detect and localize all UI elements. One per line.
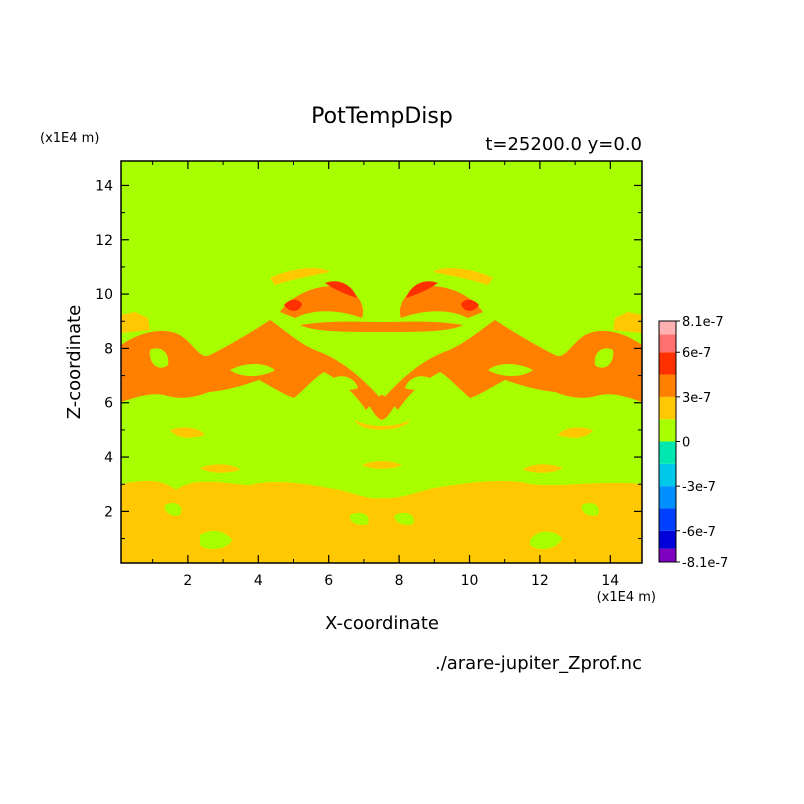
region-band-hole	[149, 348, 169, 368]
region-band-hole	[594, 348, 614, 368]
source-file-label: ./arare-jupiter_Zprof.nc	[435, 653, 642, 674]
plot-frame	[120, 160, 643, 564]
y-axis: 2 4 6 8 10 12 14	[95, 178, 642, 540]
region-yellow-streak	[613, 312, 642, 333]
colorbar-tick-label: -8.1e-7	[682, 556, 728, 571]
colorbar-swatch	[659, 441, 676, 464]
y-tick-label: 12	[95, 233, 113, 249]
colorbar-swatch	[659, 530, 676, 549]
colorbar-tick-label: -3e-7	[682, 480, 716, 495]
region-orange-arc	[300, 321, 463, 332]
region-yellow-streak	[170, 427, 205, 438]
region-lower-spot	[394, 512, 414, 525]
x-axis: 2 4 6 8 10 12 14	[152, 161, 619, 589]
y-tick-label: 4	[104, 450, 113, 466]
region-band-hole	[405, 376, 433, 390]
y-tick-label: 14	[95, 178, 113, 194]
colorbar-swatch	[659, 486, 676, 509]
colorbar-tick-label: 6e-7	[682, 346, 711, 361]
x-tick-label: 6	[324, 573, 333, 589]
y-tick-label: 8	[104, 341, 113, 357]
x-tick-label: 2	[183, 573, 192, 589]
region-yellow-streak	[355, 420, 410, 430]
x-unit-label: (x1E4 m)	[597, 590, 656, 605]
region-red-patch	[325, 281, 357, 298]
colorbar-tick-label: 3e-7	[682, 391, 711, 406]
region-band-hole	[488, 364, 533, 376]
region-lower-spot	[581, 503, 599, 516]
region-yellow-streak	[270, 268, 330, 285]
region-yellow-streak	[433, 268, 493, 285]
colorbar-swatch	[659, 463, 676, 487]
region-band-hole	[330, 376, 358, 390]
x-tick-label: 4	[254, 573, 263, 589]
chart-subtitle: t=25200.0 y=0.0	[485, 134, 642, 155]
region-yellow-streak	[558, 427, 593, 438]
region-orange-band	[121, 320, 642, 410]
region-red-patch	[406, 281, 438, 298]
colorbar-tick-label: 8.1e-7	[682, 315, 724, 330]
region-orange-arc	[366, 396, 398, 420]
region-red-patch	[284, 299, 302, 311]
region-yellow-streak	[362, 461, 402, 469]
y-axis-label: Z-coordinate	[64, 305, 85, 420]
region-yellow-streak	[200, 464, 240, 473]
x-tick-label: 10	[461, 573, 479, 589]
colorbar-swatch	[659, 321, 676, 335]
colorbar-swatch	[659, 508, 676, 531]
colorbar-swatch	[659, 419, 676, 442]
colorbar-swatch	[659, 396, 676, 420]
y-unit-label: (x1E4 m)	[40, 131, 99, 146]
region-red-patch	[461, 299, 479, 311]
y-tick-label: 2	[104, 504, 113, 520]
colorbar-tick-label: 0	[682, 436, 690, 451]
region-lower-spot	[164, 503, 182, 516]
y-tick-label: 6	[104, 396, 113, 412]
region-orange-arc	[399, 286, 483, 318]
region-lower-spot	[530, 531, 562, 550]
y-tick-label: 10	[95, 287, 113, 303]
colorbar-swatch	[659, 548, 676, 562]
colorbar-swatch	[659, 374, 676, 397]
colorbar-swatch	[659, 352, 676, 375]
region-lower-spot	[200, 530, 232, 550]
colorbar-swatch	[659, 334, 676, 353]
region-yellow-streak	[523, 464, 563, 473]
colorbar-tick-label: -6e-7	[682, 525, 716, 540]
region-yellow-streak	[121, 312, 150, 333]
region-band-hole	[230, 364, 275, 376]
region-lower-spot	[349, 512, 369, 525]
region-orange-arc	[280, 286, 364, 318]
x-tick-label: 12	[531, 573, 549, 589]
chart-title: PotTempDisp	[311, 104, 453, 129]
contour-plot-area	[121, 161, 642, 563]
colorbar: 8.1e-7 6e-7 3e-7 0 -3e-7 -6e-7 -8.1e-7	[658, 315, 728, 571]
x-tick-label: 14	[601, 573, 619, 589]
x-tick-label: 8	[395, 573, 404, 589]
x-axis-label: X-coordinate	[325, 613, 439, 634]
region-lower-layer	[121, 480, 642, 563]
